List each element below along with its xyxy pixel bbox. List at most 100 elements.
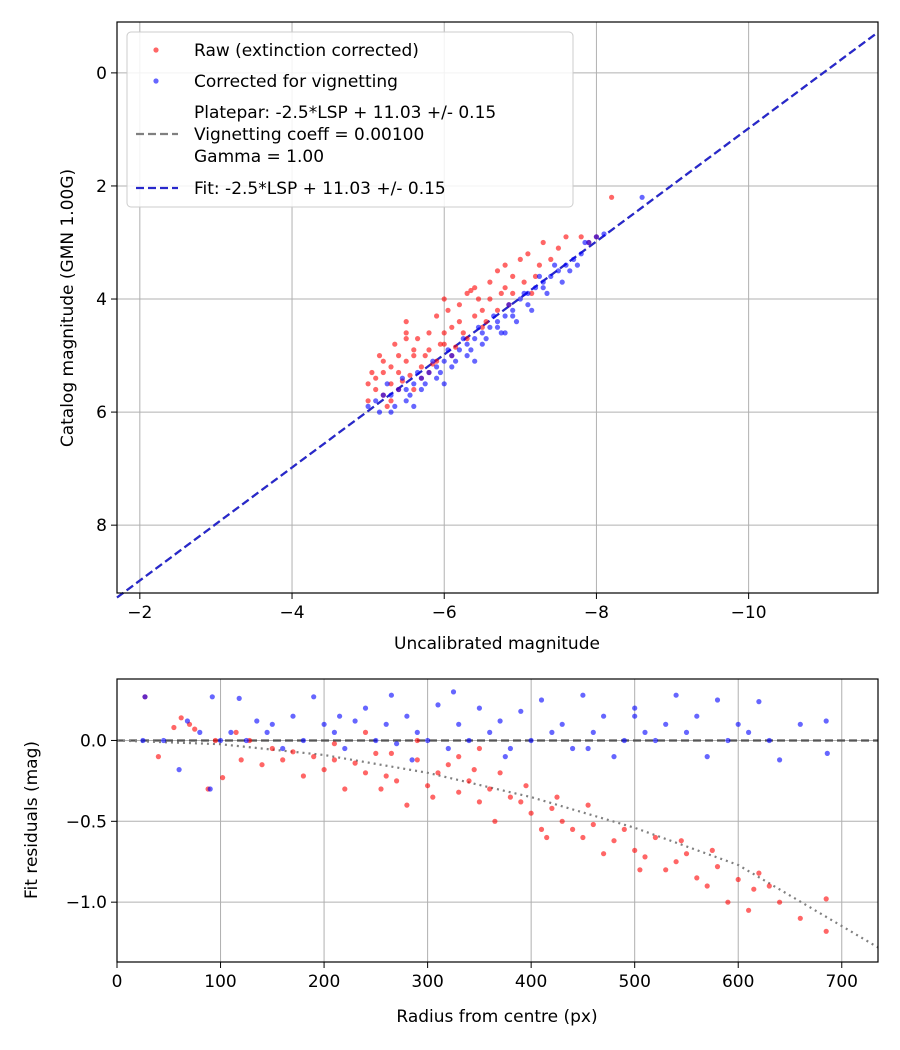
p0-point-raw-extinction-corrected-: [407, 372, 413, 378]
p1-point-corrected-for-vignetting: [538, 697, 545, 703]
p0-point-corrected-for-vignetting: [517, 296, 523, 302]
p1-point-raw-extinction-corrected-: [709, 847, 715, 854]
p1-point-corrected-for-vignetting: [337, 713, 343, 719]
p0-point-corrected-for-vignetting: [525, 290, 531, 296]
p0-point-raw-extinction-corrected-: [441, 341, 447, 347]
p1-point-raw-extinction-corrected-: [704, 883, 710, 889]
p1-xtick-label: 200: [308, 972, 340, 992]
p0-point-raw-extinction-corrected-: [449, 324, 455, 330]
p0-point-raw-extinction-corrected-: [475, 296, 482, 302]
p1-xtick-label: 700: [826, 972, 858, 992]
p1-point-raw-extinction-corrected-: [637, 867, 643, 873]
top-plot-lines: [116, 31, 879, 599]
p1-point-raw-extinction-corrected-: [331, 741, 337, 747]
p0-point-corrected-for-vignetting: [529, 307, 535, 313]
p1-point-corrected-for-vignetting: [559, 721, 565, 727]
p0-point-corrected-for-vignetting: [464, 341, 470, 347]
p1-point-corrected-for-vignetting: [642, 729, 648, 736]
p0-point-raw-extinction-corrected-: [464, 290, 470, 296]
p1-point-corrected-for-vignetting: [766, 737, 772, 744]
p1-point-raw-extinction-corrected-: [362, 729, 369, 736]
p1-point-raw-extinction-corrected-: [611, 838, 617, 844]
p1-point-raw-extinction-corrected-: [212, 737, 218, 744]
p1-point-corrected-for-vignetting: [176, 767, 182, 773]
p1-point-raw-extinction-corrected-: [766, 883, 772, 889]
bottom-plot-ylabel: Fit residuals (mag): [22, 741, 42, 899]
p1-point-raw-extinction-corrected-: [425, 783, 431, 789]
p0-point-raw-extinction-corrected-: [502, 262, 508, 268]
p1-point-raw-extinction-corrected-: [233, 729, 239, 736]
p1-point-corrected-for-vignetting: [797, 721, 803, 727]
p0-point-raw-extinction-corrected-: [441, 296, 447, 302]
p1-point-raw-extinction-corrected-: [621, 826, 627, 833]
p0-point-raw-extinction-corrected-: [536, 262, 543, 268]
p0-point-corrected-for-vignetting: [445, 347, 451, 353]
p0-xtick-label: −6: [432, 603, 457, 623]
p0-point-raw-extinction-corrected-: [456, 302, 462, 308]
p0-point-raw-extinction-corrected-: [380, 358, 386, 364]
p0-point-raw-extinction-corrected-: [494, 307, 501, 313]
p0-point-corrected-for-vignetting: [422, 381, 428, 387]
p1-point-raw-extinction-corrected-: [518, 799, 524, 805]
p1-point-corrected-for-vignetting: [445, 745, 451, 752]
p1-point-raw-extinction-corrected-: [456, 754, 462, 760]
p1-point-raw-extinction-corrected-: [694, 875, 700, 881]
p0-point-corrected-for-vignetting: [468, 347, 474, 353]
p0-point-corrected-for-vignetting: [571, 256, 577, 262]
p1-point-raw-extinction-corrected-: [331, 757, 337, 763]
p1-point-raw-extinction-corrected-: [746, 907, 752, 913]
p0-point-corrected-for-vignetting: [540, 279, 546, 285]
p0-point-raw-extinction-corrected-: [384, 403, 390, 409]
p0-point-corrected-for-vignetting: [586, 239, 592, 246]
p1-point-raw-extinction-corrected-: [797, 915, 803, 921]
p1-point-corrected-for-vignetting: [394, 741, 400, 747]
p1-point-corrected-for-vignetting: [228, 729, 234, 736]
p0-point-raw-extinction-corrected-: [479, 324, 485, 330]
p1-point-corrected-for-vignetting: [404, 713, 410, 719]
p0-point-raw-extinction-corrected-: [373, 375, 379, 381]
legend-label-platepar-1: Platepar: -2.5*LSP + 11.03 +/- 0.15: [194, 103, 496, 123]
p1-point-corrected-for-vignetting: [601, 713, 607, 719]
legend-entry-corrected: Corrected for vignetting: [153, 72, 398, 92]
p1-point-corrected-for-vignetting: [611, 754, 617, 760]
p0-point-raw-extinction-corrected-: [445, 307, 451, 313]
top-plot-ylabel: Catalog magnitude (GMN 1.00G): [58, 169, 78, 447]
p1-point-corrected-for-vignetting: [823, 718, 829, 724]
p0-xtick-label: −2: [127, 603, 152, 623]
p0-point-raw-extinction-corrected-: [464, 336, 470, 342]
p1-ytick-label: −0.5: [66, 812, 107, 832]
bottom-plot: 0 100 200 300 400 500 600 700 0.0 −0.5 −1.0 Radius…: [22, 678, 879, 1027]
p0-point-corrected-for-vignetting: [380, 392, 386, 398]
p1-point-raw-extinction-corrected-: [388, 750, 394, 757]
p0-point-corrected-for-vignetting: [510, 313, 516, 319]
p1-point-raw-extinction-corrected-: [487, 786, 493, 792]
legend-marker-corrected: [153, 78, 159, 84]
p1-point-raw-extinction-corrected-: [445, 762, 451, 768]
p0-xtick-label: −8: [584, 603, 609, 623]
p0-point-raw-extinction-corrected-: [411, 386, 417, 393]
p1-point-corrected-for-vignetting: [269, 721, 275, 727]
p0-point-corrected-for-vignetting: [479, 341, 485, 347]
p0-point-raw-extinction-corrected-: [517, 256, 523, 262]
p0-ytick-label: 2: [96, 177, 107, 197]
p1-point-corrected-for-vignetting: [621, 737, 627, 744]
p0-xtick-label: −4: [279, 603, 304, 623]
p1-point-raw-extinction-corrected-: [476, 799, 482, 805]
p1-point-raw-extinction-corrected-: [269, 745, 275, 752]
p0-point-raw-extinction-corrected-: [487, 296, 493, 302]
p1-point-corrected-for-vignetting: [673, 692, 679, 698]
p0-point-corrected-for-vignetting: [426, 369, 432, 376]
p1-point-corrected-for-vignetting: [652, 737, 659, 744]
p1-point-raw-extinction-corrected-: [601, 851, 607, 857]
p1-point-raw-extinction-corrected-: [378, 786, 384, 792]
p0-point-corrected-for-vignetting: [582, 239, 588, 246]
p0-point-corrected-for-vignetting: [399, 375, 405, 381]
p0-point-corrected-for-vignetting: [456, 347, 462, 353]
p1-point-corrected-for-vignetting: [824, 750, 830, 757]
p0-point-raw-extinction-corrected-: [456, 319, 462, 325]
p1-point-corrected-for-vignetting: [264, 729, 270, 736]
p1-point-raw-extinction-corrected-: [414, 737, 420, 744]
top-plot-points: [365, 194, 645, 415]
p1-point-corrected-for-vignetting: [236, 695, 242, 702]
